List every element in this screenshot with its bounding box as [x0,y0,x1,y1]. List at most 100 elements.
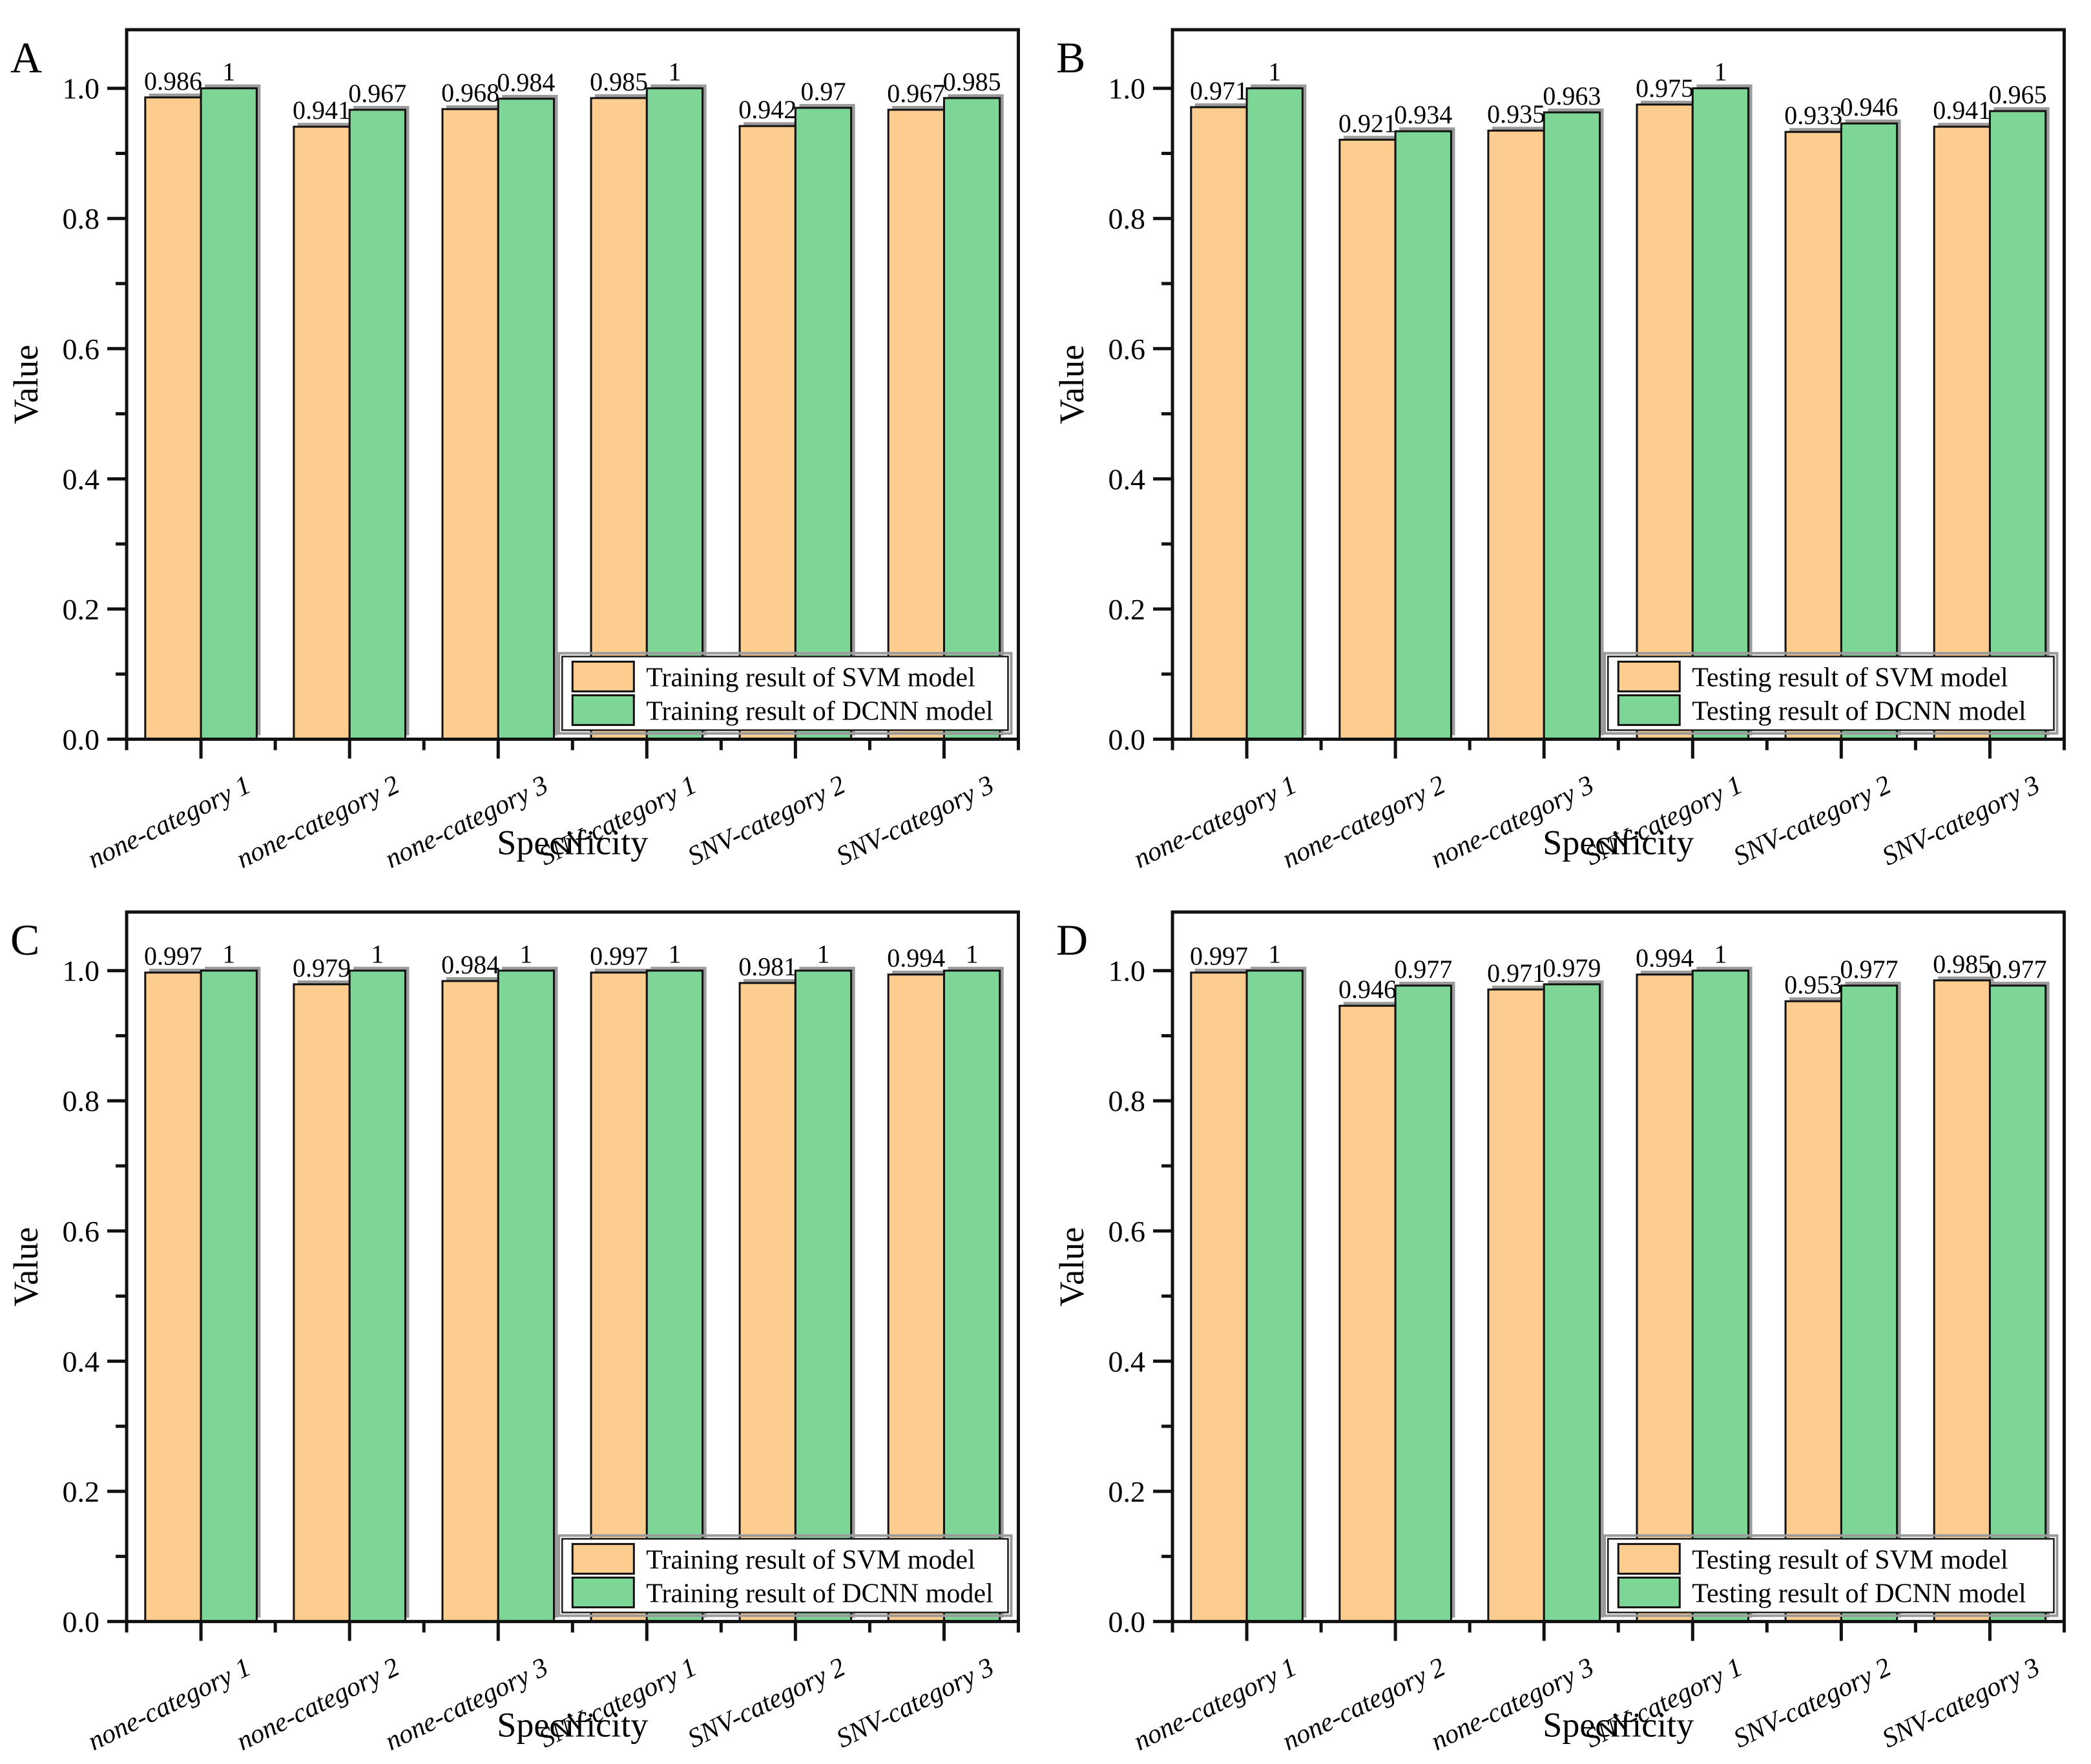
bar-svm [1338,1004,1397,1623]
bar-value-label: 0.971 [1487,958,1545,987]
bar-value-label: 0.977 [1840,954,1898,983]
x-axis-title: Specificity [497,823,648,862]
bar-value-label: 1 [668,939,681,968]
bar-svm [144,971,202,1623]
bar-value-label: 0.97 [801,77,846,106]
bar-value-label: 0.963 [1543,81,1601,110]
legend-label: Testing result of DCNN model [1692,696,2026,726]
chart-c-training-specificity: C 0.0 0.2 0.4 0.6 0.8 1.0 0.997 1 0.979 1 0.984 1 0.9… [0,882,1046,1764]
bar-value-label: 0.984 [441,949,499,979]
x-category-label: SNV-category 3 [832,1652,999,1754]
panel-letter: A [10,33,42,82]
y-tick-label: 0.8 [63,1084,99,1117]
y-axis-title: Value [1052,1227,1091,1306]
legend-shadow [1603,652,2058,735]
panel-letter: B [1056,33,1085,82]
bar-svm [441,979,499,1623]
bar-dcnn [1840,984,1898,1623]
x-category-label: SNV-category 2 [1729,1652,1895,1754]
bar-value-label: 0.946 [1840,92,1898,121]
x-category-label: none-category 1 [83,770,255,874]
y-tick-label: 0.6 [63,1214,99,1247]
legend-label: Training result of SVM model [646,663,975,692]
bar-value-label: 0.933 [1784,101,1842,130]
bar-value-label: 1 [222,939,235,968]
bar-value-label: 0.985 [943,67,1001,96]
y-tick-label: 0.6 [1108,1214,1145,1247]
bar-svm [738,981,796,1623]
x-axis-title: Specificity [1543,823,1694,862]
bar-dcnn [348,109,406,740]
x-category-label: none-category 1 [1129,770,1301,874]
x-category-label: none-category 2 [1278,1652,1450,1756]
y-axis-title: Value [6,1227,45,1306]
bar-value-label: 0.942 [738,95,796,124]
bar-dcnn [1691,87,1749,740]
y-tick-label: 1.0 [63,72,99,105]
bar-value-label: 0.941 [1933,96,1991,125]
bar-dcnn [1245,87,1304,740]
bar-dcnn [1394,130,1452,740]
bar-dcnn [497,969,556,1623]
x-axis-title: Specificity [1543,1705,1694,1744]
bar-svm [1486,129,1545,740]
legend-shadow [557,652,1013,735]
bar-svm [887,109,945,740]
y-tick-label: 0.0 [1108,1605,1145,1638]
y-tick-label: 0.4 [1108,1345,1145,1378]
legend-label: Training result of DCNN model [646,696,993,726]
bar-value-label: 1 [817,939,830,968]
bar-dcnn [794,107,853,740]
legend-swatch-dcnn [571,1576,635,1608]
bar-svm [441,108,499,740]
x-category-label: SNV-category 2 [683,1652,850,1754]
x-category-label: none-category 2 [232,1652,404,1756]
bar-value-label: 0.997 [590,941,648,970]
y-tick-label: 0.6 [1108,333,1145,366]
bar-value-label: 1 [668,57,681,87]
legend-shadow [557,1533,1013,1617]
bar-value-label: 0.921 [1338,109,1397,138]
legend-swatch-svm [571,1542,635,1575]
bar-value-label: 1 [1714,57,1727,87]
bar-dcnn [1691,969,1749,1623]
bar-value-label: 0.967 [348,79,406,108]
x-category-label: none-category 2 [232,770,404,874]
bar-value-label: 0.953 [1784,970,1842,999]
bar-dcnn [200,87,258,740]
bar-dcnn [1543,111,1601,740]
y-tick-label: 0.8 [63,202,99,235]
y-tick-label: 1.0 [1108,954,1145,987]
bar-dcnn [645,87,704,740]
legend-label: Training result of SVM model [646,1545,975,1575]
bar-value-label: 1 [1268,939,1281,968]
legend-swatch-svm [1617,660,1681,692]
bar-value-label: 0.935 [1487,99,1545,129]
bar-dcnn [942,969,1001,1623]
bar-value-label: 0.979 [1543,953,1601,982]
bar-svm [144,96,202,740]
y-tick-label: 0.8 [1108,1084,1145,1117]
bar-dcnn [1988,110,2046,740]
bar-svm [887,973,945,1623]
bar-value-label: 0.997 [144,941,202,970]
legend-box [1607,1537,2055,1614]
bar-svm [590,971,648,1623]
y-tick-label: 0.0 [63,723,99,756]
bar-value-label: 0.977 [1394,954,1452,983]
y-tick-label: 0.0 [63,1605,99,1638]
bar-dcnn [200,969,258,1623]
panel-letter: C [10,915,39,964]
bar-dcnn [1245,969,1304,1623]
x-category-label: SNV-category 3 [1877,1652,2044,1754]
legend-shadow [1603,1533,2058,1617]
panel-c: C 0.0 0.2 0.4 0.6 0.8 1.0 0.997 1 0.979 1 0.984 1 0.9… [0,882,1046,1764]
bar-value-label: 1 [1714,939,1727,968]
bar-value-label: 0.967 [887,79,945,108]
bar-value-label: 1 [371,939,384,968]
y-tick-label: 0.2 [63,593,99,626]
legend-swatch-dcnn [1617,1576,1681,1608]
legend-label: Testing result of SVM model [1692,663,2008,692]
plot-frame [1170,28,2066,741]
